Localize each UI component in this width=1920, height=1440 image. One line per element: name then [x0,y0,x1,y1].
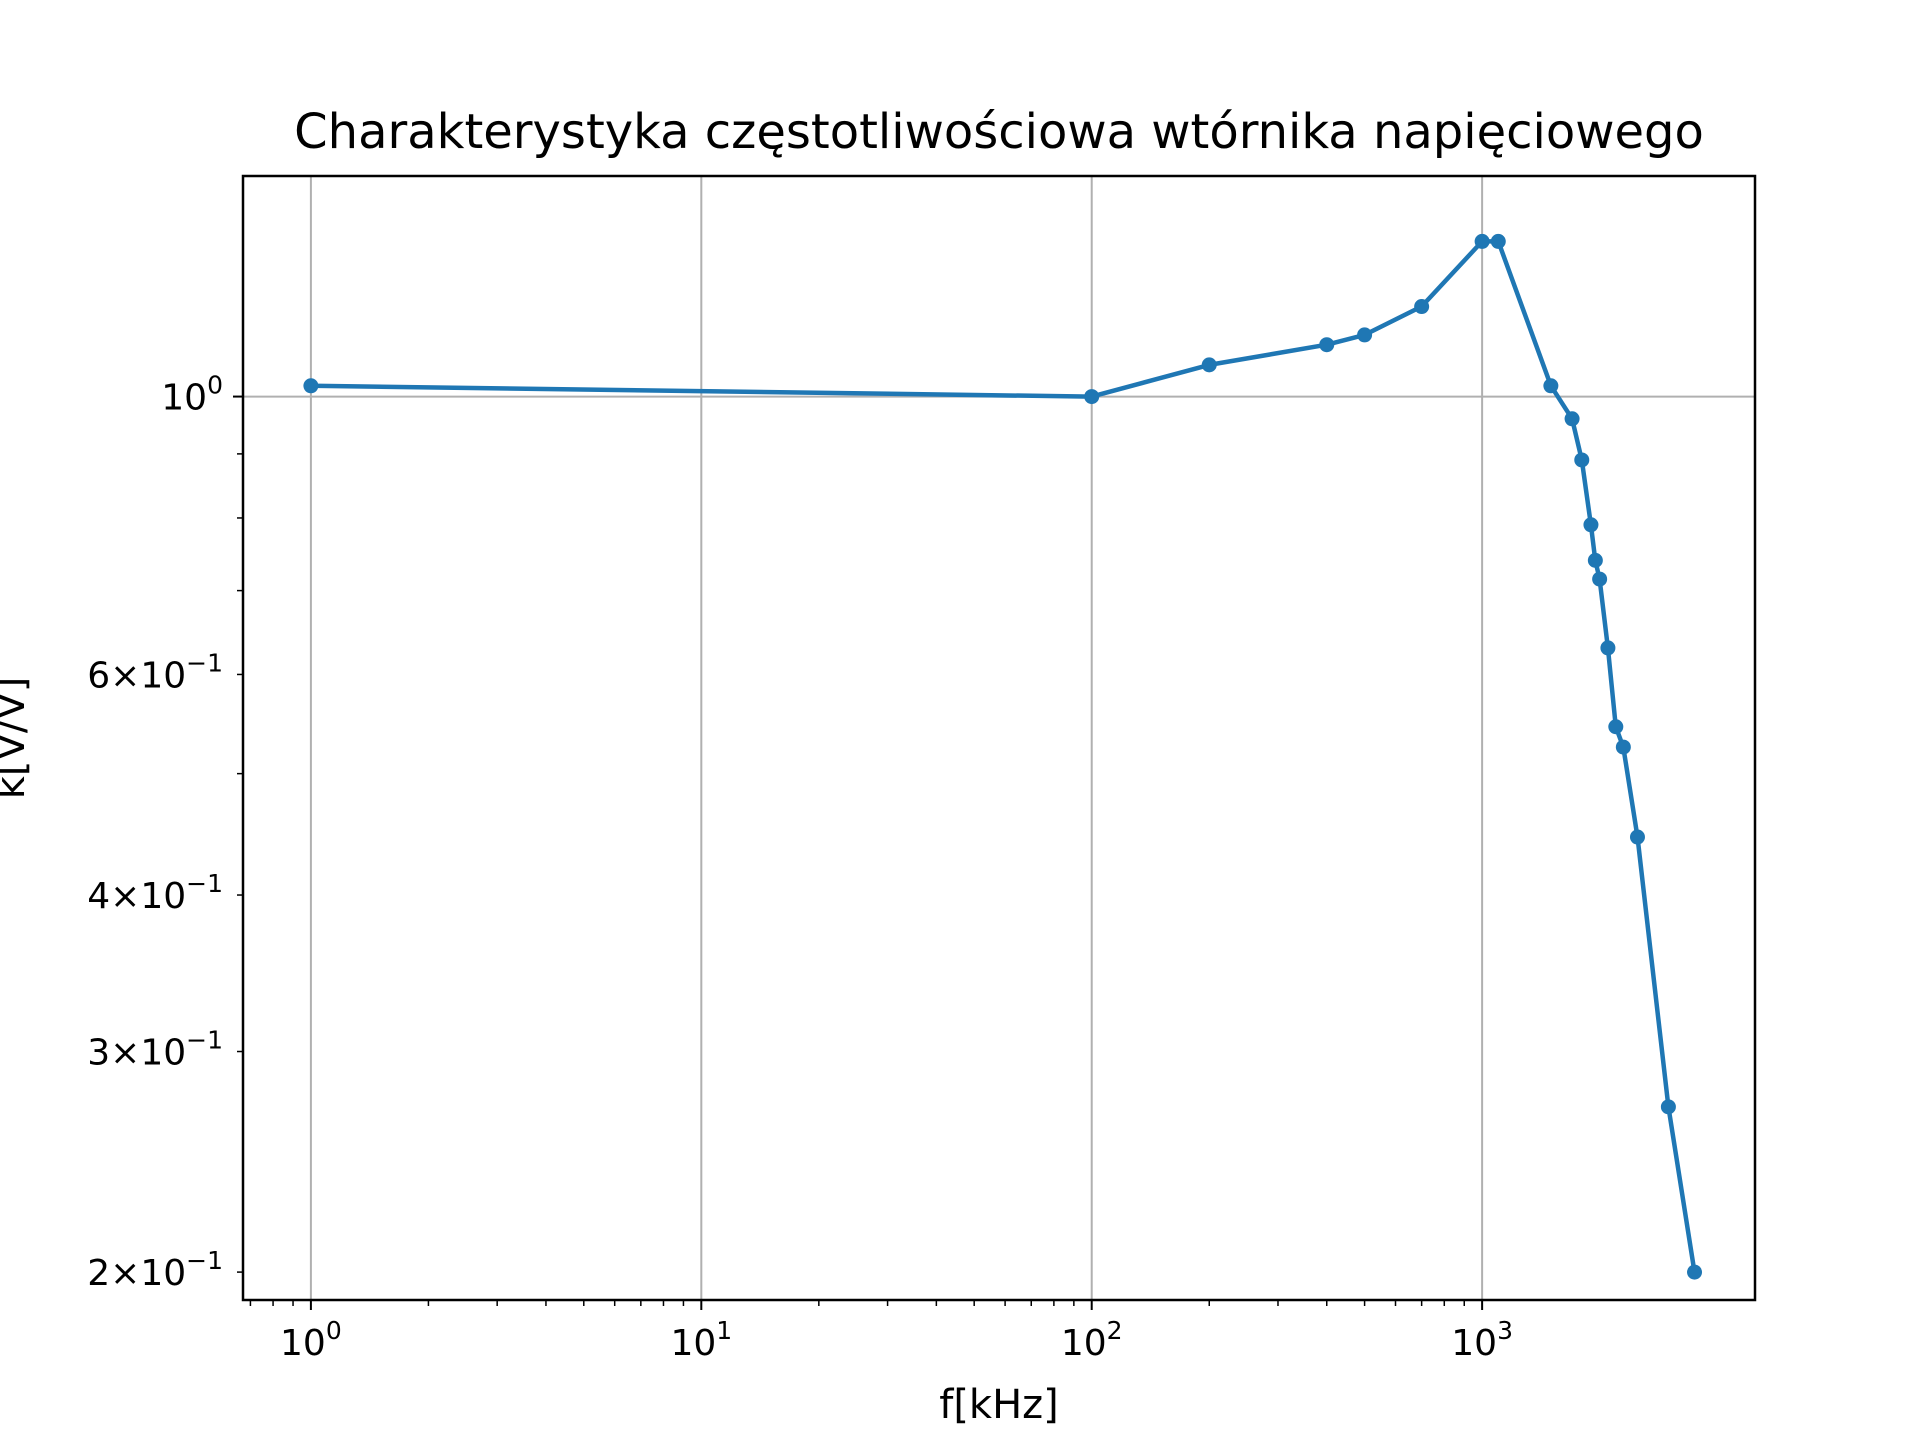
x-tick-label: 101 [670,1316,732,1364]
data-point [1490,233,1506,249]
data-point [1687,1264,1703,1280]
y-tick-label: 4×10−1 [87,869,223,917]
x-tick-label: 100 [280,1316,342,1364]
data-point [1414,299,1430,315]
data-point [1608,719,1624,735]
x-tick-label: 103 [1451,1316,1513,1364]
data-point [303,378,319,394]
data-point [1564,411,1580,427]
y-tick-label: 100 [161,371,223,419]
data-point [1600,640,1616,656]
grid [243,176,1755,1300]
data-point [1319,337,1335,353]
data-point [1201,357,1217,373]
data-point [1084,389,1100,405]
y-tick-label: 2×10−1 [87,1246,223,1294]
data-point [1629,829,1645,845]
data-point [1592,571,1608,587]
data-point [1615,739,1631,755]
data-point [1543,378,1559,394]
data-point [1587,552,1603,568]
plot-frame [241,174,1757,1302]
data-point [1357,327,1373,343]
y-tick-label: 3×10−1 [87,1026,223,1074]
data-point [1474,233,1490,249]
axis-ticks: 100 101 102 103 100 6×10−1 4×10−1 3×10−1 2×10−1 [87,371,1513,1364]
y-axis-label: k[V/V] [0,677,34,800]
x-axis-label: f[kHz] [939,1382,1059,1428]
data-point [1583,517,1599,533]
data-point [1660,1099,1676,1115]
data-point [1574,452,1590,468]
y-tick-label: 6×10−1 [87,648,223,696]
chart-title: Charakterystyka częstotliwościowa wtórni… [294,104,1704,160]
x-tick-label: 102 [1061,1316,1123,1364]
series-line [303,233,1703,1280]
